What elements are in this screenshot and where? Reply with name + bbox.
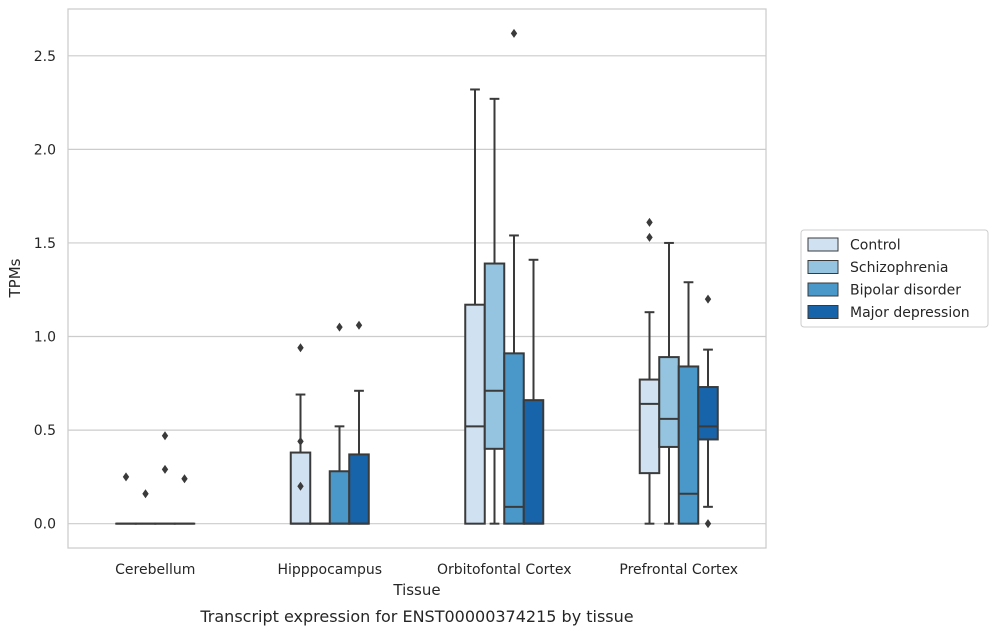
legend: Control Schizophrenia Bipolar disorder Majo… [800, 229, 989, 328]
x-axis-label: Tissue [392, 581, 440, 599]
legend-label: Major depression [850, 305, 970, 321]
x-tick-label: Hipppocampus [277, 562, 382, 578]
y-tick-label: 2.5 [34, 49, 56, 65]
outlier-point [161, 464, 169, 474]
x-tick-label: Orbitofontal Cortex [437, 562, 572, 578]
y-tick-label: 0.0 [34, 517, 56, 533]
legend-label: Bipolar disorder [850, 283, 961, 299]
box-bipolar-disorder [154, 431, 176, 525]
outlier-point [297, 436, 304, 446]
box-body [348, 453, 370, 525]
box-body [483, 262, 506, 450]
box-body [522, 399, 545, 525]
box-control [464, 88, 486, 525]
legend-label: Schizophrenia [850, 260, 948, 276]
grid-lines [68, 55, 766, 525]
y-tick-label: 0.5 [34, 423, 56, 439]
box-bipolar-disorder [677, 281, 700, 525]
box-schizophrenia [134, 489, 157, 525]
legend-items: Control Schizophrenia Bipolar disorder Majo… [807, 237, 970, 321]
outlier-point [297, 481, 304, 491]
box-bipolar-disorder [503, 28, 525, 525]
box-body [658, 356, 680, 448]
box-bipolar-disorder [328, 322, 351, 525]
box-body [638, 378, 661, 475]
outlier-point [161, 431, 169, 441]
outlier-point [142, 489, 149, 499]
legend-swatch [807, 260, 839, 274]
chart-caption: Transcript expression for ENST0000037421… [199, 607, 633, 626]
outlier-point [646, 217, 653, 227]
box-body [677, 365, 700, 525]
x-tick-label: Cerebellum [115, 562, 195, 578]
box-control [115, 472, 137, 525]
outlier-point [704, 519, 712, 529]
legend-frame [800, 229, 989, 328]
box-body [328, 470, 351, 525]
y-tick-labels: 0.0 0.5 1.0 1.5 2.0 2.5 [34, 49, 56, 533]
y-tick-label: 1.0 [34, 330, 56, 346]
legend-swatch [807, 282, 839, 297]
x-tick-labels: Cerebellum Hipppocampus Orbitofontal Corte… [115, 562, 738, 578]
legend-swatch [807, 305, 839, 319]
outlier-point [181, 474, 188, 484]
box-layer [115, 28, 719, 529]
y-tick-label: 1.5 [34, 236, 56, 252]
box-major-depression [697, 294, 719, 529]
x-tick-label: Prefrontal Cortex [619, 562, 738, 578]
y-axis-label: TPMs [6, 258, 24, 298]
box-body [503, 352, 525, 525]
box-body [464, 303, 486, 525]
box-control [289, 343, 312, 525]
outlier-point [646, 232, 653, 242]
plot-frame [67, 8, 767, 549]
y-tick-label: 2.0 [34, 142, 56, 158]
box-schizophrenia [483, 97, 506, 525]
box-body [697, 386, 719, 441]
outlier-point [122, 472, 130, 482]
outlier-point [510, 28, 518, 38]
outlier-point [336, 322, 343, 332]
box-major-depression [173, 474, 196, 525]
box-major-depression [348, 320, 370, 525]
box-schizophrenia [658, 241, 680, 525]
outlier-point [297, 343, 304, 353]
box-major-depression [522, 258, 545, 525]
legend-label: Control [850, 238, 901, 254]
box-control [638, 217, 661, 525]
outlier-point [355, 320, 363, 330]
legend-swatch [807, 237, 839, 252]
outlier-point [704, 294, 712, 304]
